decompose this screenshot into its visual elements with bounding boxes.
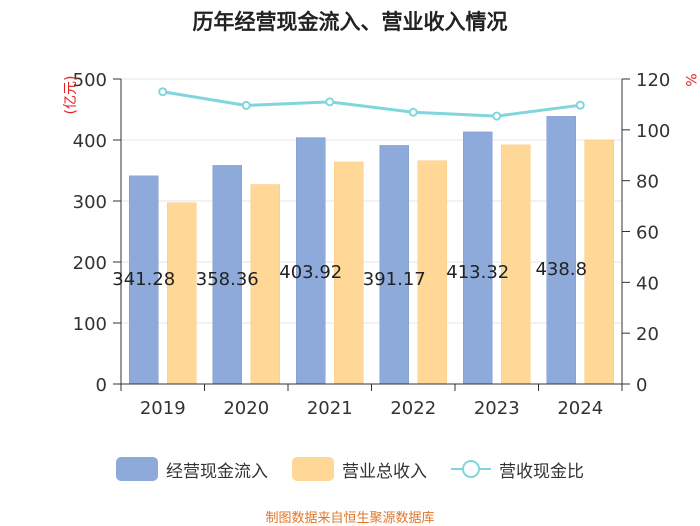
x-tick-label: 2022 [390, 398, 436, 419]
x-tick-label: 2023 [474, 398, 520, 419]
legend-item-ratio[interactable]: 营收现金比 [451, 457, 584, 482]
legend-swatch-ratio [451, 460, 491, 478]
ratio-point [408, 107, 418, 117]
y-left-tick-label: 100 [73, 314, 107, 335]
legend-item-revenue[interactable]: 营业总收入 [292, 457, 427, 482]
chart-title: 历年经营现金流入、营业收入情况 [192, 10, 508, 34]
data-label-operating-cash: 438.8 [535, 259, 587, 280]
y-right-tick-label: 120 [636, 70, 670, 91]
bar-revenue [584, 139, 614, 385]
data-label-operating-cash: 413.32 [446, 262, 509, 283]
grid-lines [121, 78, 622, 324]
y-right-tick-label: 0 [636, 375, 647, 396]
ratio-line [158, 87, 585, 121]
y-right-tick-label: 40 [636, 273, 659, 294]
bar-revenue [167, 202, 197, 385]
x-tick-label: 2021 [307, 398, 353, 419]
y-right-tick-label: 20 [636, 324, 659, 345]
bar-operating-cash [379, 145, 409, 385]
y-right-tick-label: 80 [636, 172, 659, 193]
bar-revenue [501, 144, 531, 385]
bar-revenue [250, 184, 280, 385]
ratio-point [492, 111, 502, 121]
ratio-point [158, 87, 168, 97]
data-labels: 341.28 358.36 403.92 391.17 413.32 438.8 [112, 259, 587, 290]
bar-operating-cash [463, 131, 493, 385]
data-label-operating-cash: 341.28 [112, 269, 175, 290]
axes: 0 100 200 300 400 500 0 20 40 60 80 100 120 2019 2020 2… [63, 70, 698, 419]
bars [129, 116, 614, 385]
bar-revenue [417, 160, 447, 385]
legend: 经营现金流入 营业总收入 营收现金比 [0, 455, 700, 483]
x-tick-label: 2020 [223, 398, 269, 419]
y-left-unit-label: (亿元) [63, 76, 79, 115]
bar-operating-cash [296, 137, 326, 385]
legend-label-ratio: 营收现金比 [499, 461, 584, 482]
x-tick-label: 2019 [140, 398, 186, 419]
y-right-tick-label: 100 [636, 121, 670, 142]
y-left-tick-label: 200 [73, 253, 107, 274]
ratio-point [325, 97, 335, 107]
ratio-line-path [162, 90, 581, 118]
ratio-point [241, 100, 251, 110]
y-right-tick-label: 60 [636, 223, 659, 244]
y-left-tick-label: 0 [96, 375, 107, 396]
x-tick-label: 2024 [557, 398, 603, 419]
bar-operating-cash [212, 165, 242, 385]
source-note: 制图数据来自恒生聚源数据库 [265, 511, 435, 526]
y-left-tick-label: 500 [73, 70, 107, 91]
legend-swatch-revenue [292, 457, 334, 481]
y-left-tick-label: 400 [73, 131, 107, 152]
bar-operating-cash [129, 175, 159, 385]
legend-label-revenue: 营业总收入 [342, 461, 427, 482]
legend-item-operating-cash[interactable]: 经营现金流入 [116, 457, 268, 482]
bar-revenue [334, 161, 364, 385]
ratio-point [575, 100, 585, 110]
y-left-tick-label: 300 [73, 192, 107, 213]
data-label-operating-cash: 403.92 [279, 262, 342, 283]
data-label-operating-cash: 358.36 [196, 269, 259, 290]
data-label-operating-cash: 391.17 [363, 269, 426, 290]
legend-label-operating-cash: 经营现金流入 [166, 461, 268, 482]
y-right-unit-label: % [682, 73, 698, 86]
bar-operating-cash [546, 116, 576, 385]
legend-swatch-operating-cash [116, 457, 158, 481]
